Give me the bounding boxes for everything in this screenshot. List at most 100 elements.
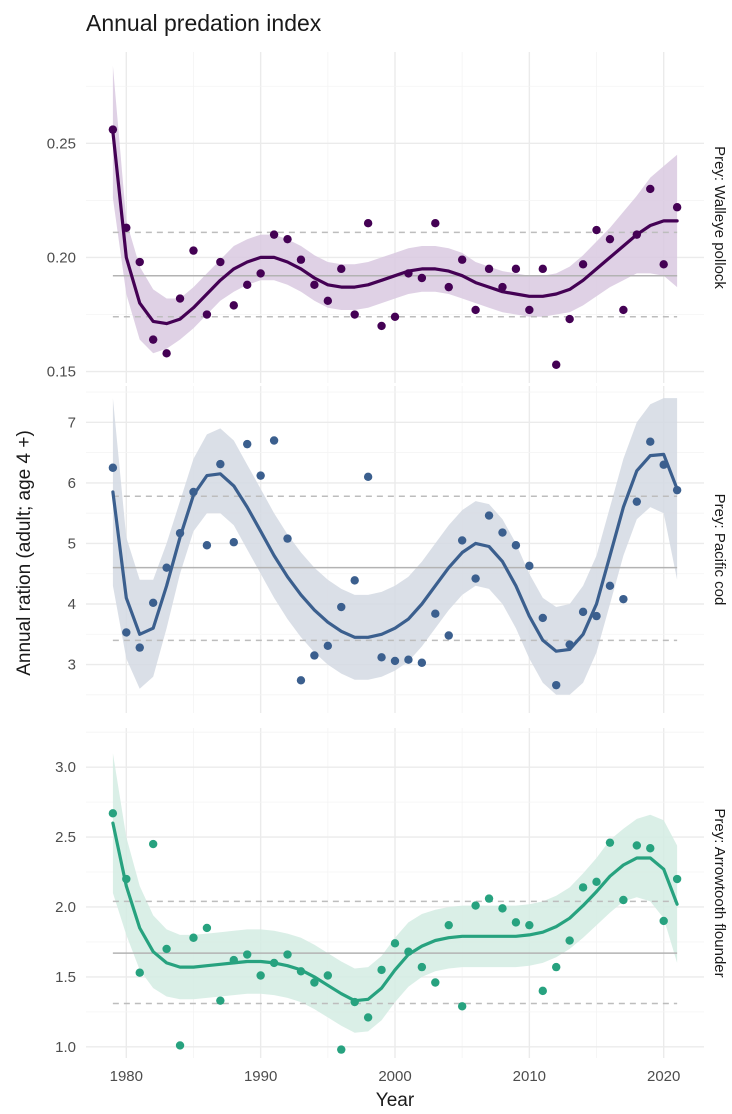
data-point [484,511,494,520]
data-point [390,312,400,321]
data-point [162,349,171,358]
data-point [135,643,144,652]
data-point [538,986,547,996]
data-point [162,944,171,954]
data-point [417,658,427,667]
data-point [538,613,547,623]
data-point [216,996,225,1005]
data-point [672,485,682,495]
data-point [457,1002,467,1011]
data-point [377,965,386,975]
data-point [189,933,198,942]
panel-1: 0.15 0.20 0.25 Prey: Walleye pollock [47,52,728,383]
y-tick-label: 0.20 [47,249,76,266]
data-point [135,257,144,267]
data-point [350,997,359,1007]
data-point [404,947,413,956]
data-point [108,125,118,134]
data-point [417,962,427,972]
data-point [538,264,547,274]
data-point [471,901,480,910]
x-axis-title: Year [376,1090,415,1111]
y-tick-label: 1.0 [55,1039,76,1056]
data-point [619,305,628,315]
data-point [578,260,588,269]
data-point [175,528,185,538]
data-point [444,920,453,930]
y-tick-label: 6 [68,475,76,492]
y-tick-label: 4 [68,596,76,613]
smooth-fit-line [111,130,679,326]
data-point [498,282,507,292]
data-point [122,223,131,232]
data-point [498,528,507,537]
data-point [283,534,292,543]
data-point [108,463,118,472]
data-point [484,894,494,903]
data-point [202,541,212,550]
data-point [243,950,252,959]
data-point [337,264,346,274]
y-tick-label: 0.25 [47,135,76,152]
data-point [404,269,413,278]
data-point [404,655,413,664]
data-point [310,978,319,987]
chart-title: Annual predation index [86,10,322,36]
data-point [148,839,158,849]
y-tick-label: 3 [68,657,76,674]
data-point [646,437,655,446]
data-point [216,459,225,469]
data-point [256,471,265,480]
data-point [269,230,279,239]
x-tick-label: 1980 [110,1068,143,1085]
y-tick-label: 1.5 [55,969,76,986]
facet-strip-label: Prey: Pacific cod [711,494,728,606]
y-tick-label: 5 [68,535,76,552]
data-point [243,439,252,449]
x-tick-label: 2000 [378,1068,411,1085]
data-point [471,305,480,315]
y-tick-label: 0.15 [47,364,76,381]
data-point [511,541,521,550]
facet-strip-label: Prey: Walleye pollock [711,146,728,289]
data-point [619,594,628,604]
data-point [323,641,333,650]
facet-strip-label: Prey: Arrowtooth flounder [711,808,728,977]
data-point [592,225,601,235]
data-point [431,609,440,618]
data-point [659,460,668,469]
data-point [310,280,319,290]
data-point [377,653,386,662]
data-point [296,676,306,685]
data-point [243,280,252,290]
panel-2: 3 4 5 6 7 Prey: Pacific cod [68,386,728,713]
data-point [256,971,265,980]
data-point [417,273,427,283]
data-point [552,680,561,690]
data-point [162,563,171,572]
data-point [525,305,534,315]
data-point [565,314,574,324]
x-tick-label: 2020 [647,1068,680,1085]
data-point [148,598,158,607]
data-point [283,234,292,244]
data-point [256,269,265,278]
data-point [229,301,238,310]
data-point [605,838,615,847]
y-tick-label: 2.5 [55,829,76,846]
data-point [552,360,561,369]
data-point [283,950,292,959]
data-point [525,920,534,930]
data-point [431,219,440,228]
data-point [632,230,642,239]
confidence-band [112,398,678,695]
data-point [108,809,118,818]
data-point [565,936,574,945]
x-axis-ticks: 1980 1990 2000 2010 2020 [110,1068,681,1085]
data-point [337,1045,346,1054]
data-point [350,310,359,319]
data-point [457,536,467,545]
data-point [337,602,346,612]
data-point [310,651,319,660]
